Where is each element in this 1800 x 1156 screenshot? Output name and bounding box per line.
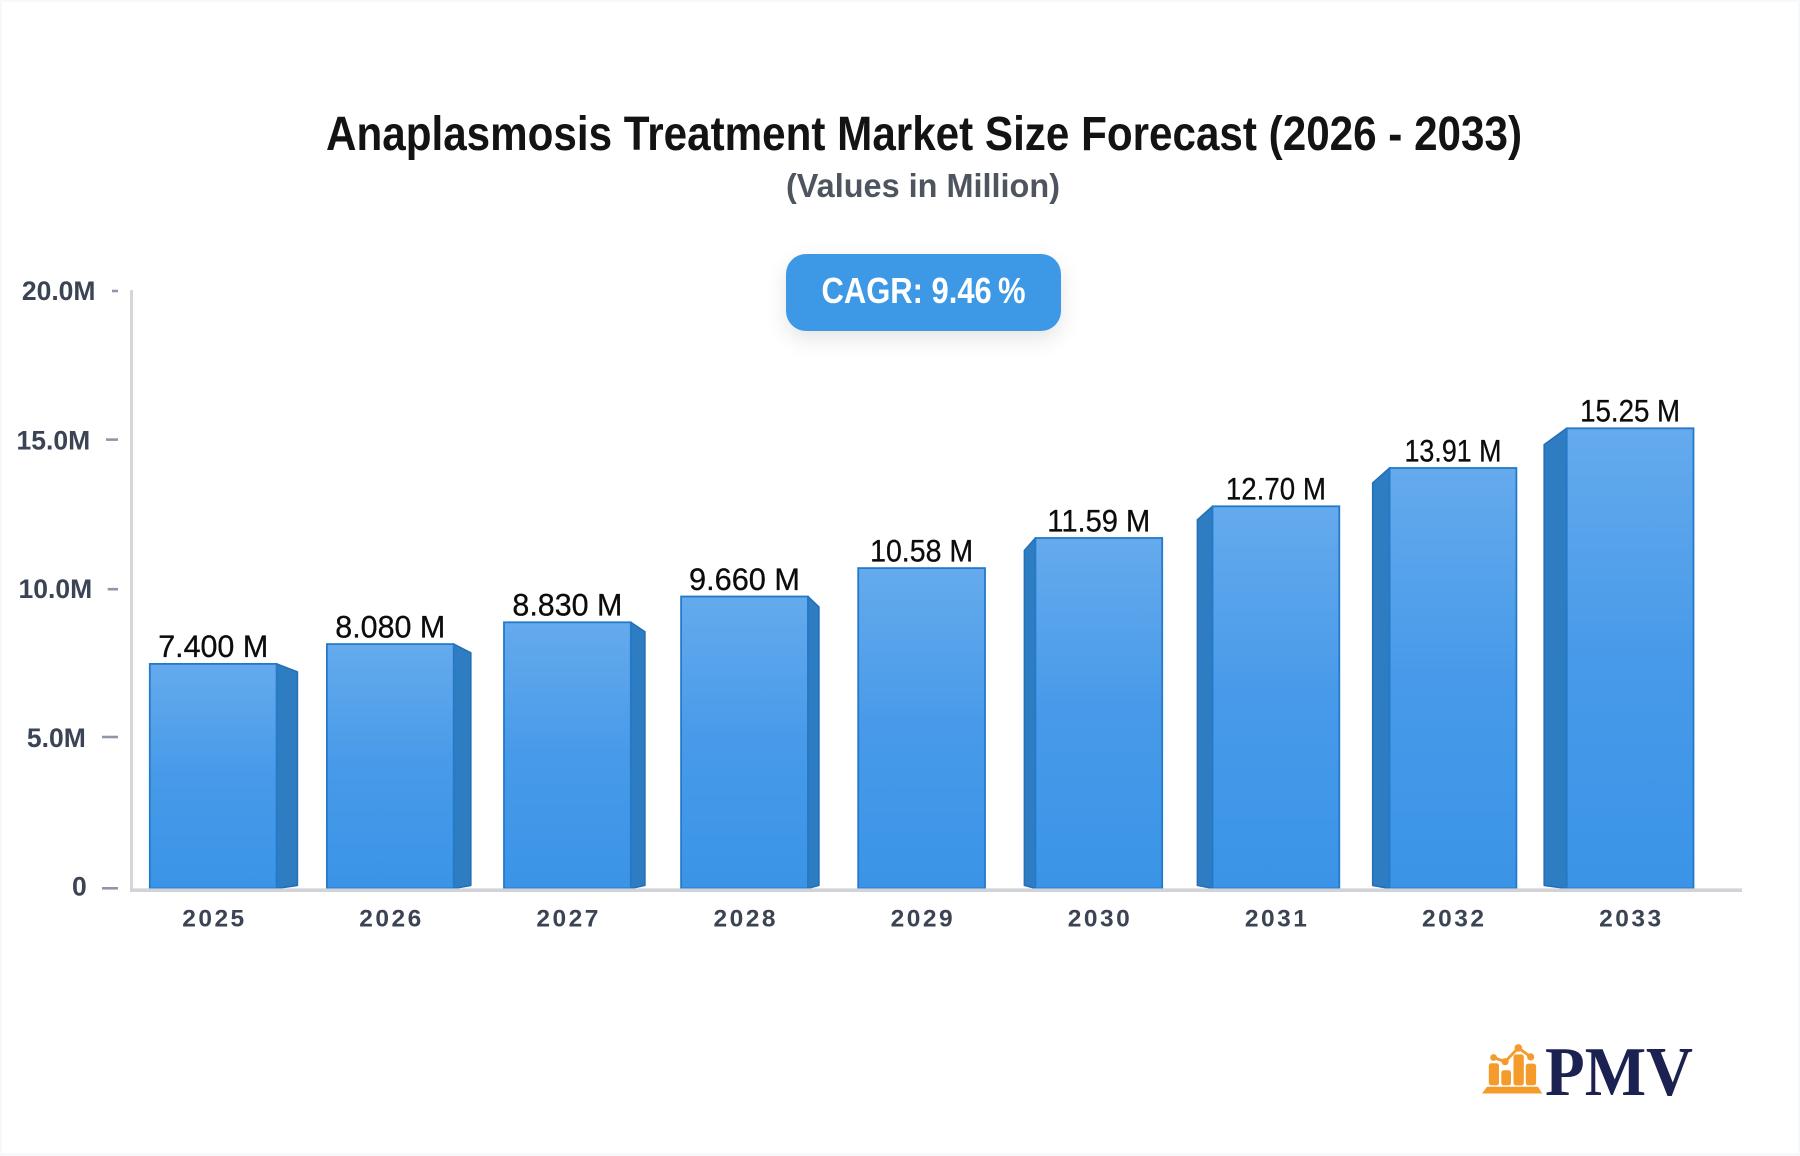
svg-text:0: 0 bbox=[72, 871, 87, 901]
svg-text:13.91 M: 13.91 M bbox=[1405, 432, 1502, 468]
svg-text:20.0M: 20.0M bbox=[22, 276, 96, 306]
svg-text:12.70 M: 12.70 M bbox=[1226, 471, 1326, 507]
svg-text:15.25 M: 15.25 M bbox=[1580, 393, 1680, 429]
svg-text:11.59 M: 11.59 M bbox=[1047, 502, 1150, 538]
svg-text:5.0M: 5.0M bbox=[27, 723, 86, 753]
svg-text:8.080 M: 8.080 M bbox=[335, 608, 445, 644]
svg-text:(Values in Million): (Values in Million) bbox=[786, 167, 1060, 204]
svg-text:10.0M: 10.0M bbox=[19, 574, 93, 604]
svg-text:PMV: PMV bbox=[1545, 1034, 1693, 1111]
svg-text:CAGR: 9.46 %: CAGR: 9.46 % bbox=[822, 270, 1026, 311]
svg-text:15.0M: 15.0M bbox=[17, 425, 91, 455]
svg-text:7.400 M: 7.400 M bbox=[158, 628, 268, 664]
svg-text:10.58 M: 10.58 M bbox=[870, 532, 973, 568]
svg-text:Anaplasmosis Treatment Market: Anaplasmosis Treatment Market Size Forec… bbox=[326, 108, 1522, 161]
svg-text:8.830 M: 8.830 M bbox=[512, 587, 622, 623]
svg-text:9.660 M: 9.660 M bbox=[689, 561, 800, 597]
